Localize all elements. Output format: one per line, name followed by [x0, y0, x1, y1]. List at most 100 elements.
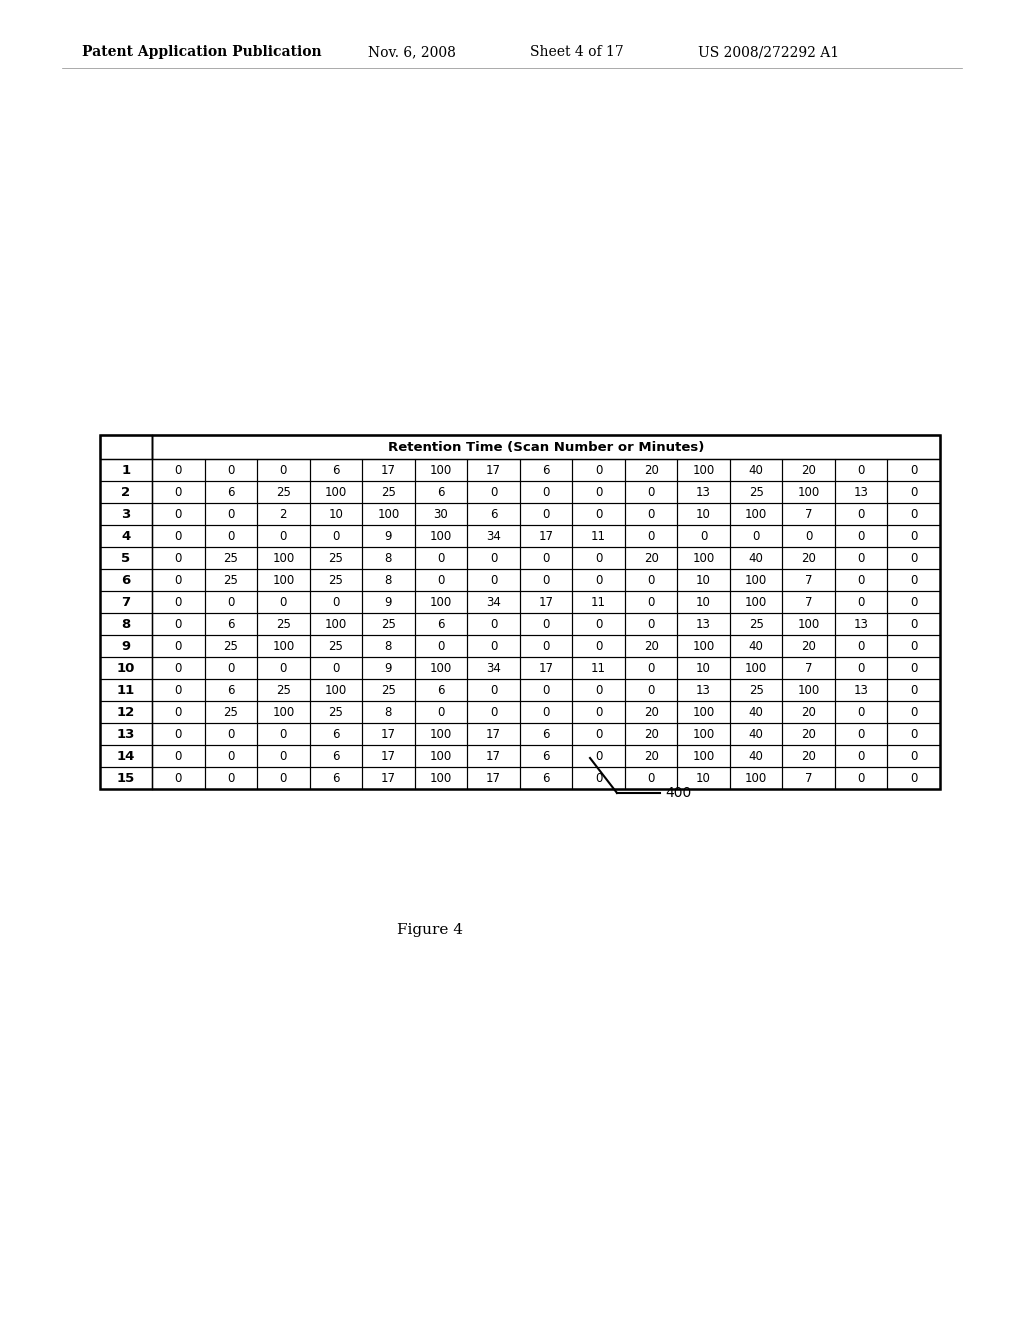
Text: 0: 0 [543, 684, 550, 697]
Text: 17: 17 [486, 771, 501, 784]
Text: 0: 0 [227, 463, 234, 477]
Bar [309, 503, 362, 525]
Bar [730, 459, 782, 480]
Bar [205, 723, 257, 744]
Bar [572, 480, 625, 503]
Text: 7: 7 [805, 595, 812, 609]
Bar [100, 546, 152, 569]
Bar [520, 503, 572, 525]
Bar [835, 459, 888, 480]
Bar [467, 744, 520, 767]
Text: 0: 0 [227, 661, 234, 675]
Bar [520, 635, 572, 657]
Text: 6: 6 [227, 684, 234, 697]
Bar [835, 678, 888, 701]
Bar [625, 744, 677, 767]
Text: 3: 3 [122, 507, 131, 520]
Text: 0: 0 [595, 552, 602, 565]
Text: 100: 100 [430, 771, 452, 784]
Bar [362, 591, 415, 612]
Text: 0: 0 [595, 486, 602, 499]
Bar [730, 591, 782, 612]
Text: 0: 0 [332, 661, 340, 675]
Bar [205, 612, 257, 635]
Text: 100: 100 [272, 705, 295, 718]
Text: 25: 25 [223, 552, 239, 565]
Bar [625, 503, 677, 525]
Text: 0: 0 [910, 573, 918, 586]
Text: 34: 34 [486, 529, 501, 543]
Text: 10: 10 [329, 507, 343, 520]
Bar [152, 678, 205, 701]
Text: 9: 9 [385, 595, 392, 609]
Text: 0: 0 [227, 750, 234, 763]
Text: 25: 25 [329, 552, 343, 565]
Bar [782, 767, 835, 789]
Text: 0: 0 [647, 486, 654, 499]
Bar [257, 723, 309, 744]
Text: 0: 0 [857, 639, 865, 652]
Bar [888, 591, 940, 612]
Text: 0: 0 [910, 661, 918, 675]
Text: 0: 0 [857, 552, 865, 565]
Text: 0: 0 [332, 595, 340, 609]
Bar [835, 723, 888, 744]
Text: 0: 0 [227, 727, 234, 741]
Text: 10: 10 [117, 661, 135, 675]
Text: 0: 0 [280, 771, 287, 784]
Text: 14: 14 [117, 750, 135, 763]
Bar [152, 503, 205, 525]
Bar [309, 569, 362, 591]
Text: 20: 20 [644, 552, 658, 565]
Text: 6: 6 [332, 750, 340, 763]
Text: Nov. 6, 2008: Nov. 6, 2008 [368, 45, 456, 59]
Bar [520, 480, 572, 503]
Text: 20: 20 [801, 552, 816, 565]
Text: 0: 0 [910, 595, 918, 609]
Bar [888, 701, 940, 723]
Text: 0: 0 [332, 529, 340, 543]
Text: 0: 0 [910, 507, 918, 520]
Bar [415, 678, 467, 701]
Text: 0: 0 [437, 552, 444, 565]
Text: 6: 6 [543, 463, 550, 477]
Text: 0: 0 [280, 595, 287, 609]
Text: 0: 0 [489, 573, 498, 586]
Text: 0: 0 [489, 618, 498, 631]
Text: 6: 6 [489, 507, 498, 520]
Text: 2: 2 [280, 507, 287, 520]
Bar [467, 723, 520, 744]
Text: 20: 20 [801, 639, 816, 652]
Text: 100: 100 [798, 684, 820, 697]
Bar [888, 546, 940, 569]
Text: 0: 0 [595, 639, 602, 652]
Bar [100, 569, 152, 591]
Text: 25: 25 [381, 618, 396, 631]
Bar [888, 723, 940, 744]
Text: 0: 0 [595, 750, 602, 763]
Bar [415, 546, 467, 569]
Bar [520, 612, 572, 635]
Text: 20: 20 [644, 705, 658, 718]
Bar [835, 591, 888, 612]
Text: Sheet 4 of 17: Sheet 4 of 17 [530, 45, 624, 59]
Bar [888, 525, 940, 546]
Bar [730, 678, 782, 701]
Text: 0: 0 [437, 639, 444, 652]
Text: 0: 0 [647, 661, 654, 675]
Bar [677, 744, 730, 767]
Bar [415, 657, 467, 678]
Text: 25: 25 [381, 684, 396, 697]
Bar [782, 723, 835, 744]
Bar [100, 591, 152, 612]
Bar [415, 701, 467, 723]
Bar [730, 612, 782, 635]
Bar [730, 723, 782, 744]
Bar [835, 744, 888, 767]
Bar [100, 459, 152, 480]
Text: 17: 17 [381, 771, 396, 784]
Text: 25: 25 [275, 684, 291, 697]
Bar [362, 503, 415, 525]
Text: 0: 0 [910, 552, 918, 565]
Bar [782, 480, 835, 503]
